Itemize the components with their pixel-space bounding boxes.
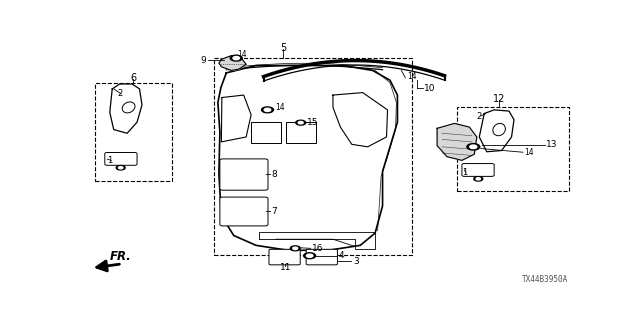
Circle shape (118, 167, 123, 169)
Text: 16: 16 (312, 244, 324, 253)
Circle shape (304, 253, 316, 259)
FancyBboxPatch shape (462, 164, 494, 176)
FancyBboxPatch shape (105, 153, 137, 165)
Ellipse shape (493, 124, 506, 136)
Circle shape (476, 178, 481, 180)
Text: 6: 6 (130, 73, 136, 83)
Bar (95, 83, 172, 181)
Circle shape (264, 108, 271, 111)
Text: 1: 1 (108, 156, 113, 165)
Text: 14: 14 (524, 148, 534, 157)
Circle shape (262, 107, 273, 113)
Bar (457, 108, 568, 191)
Polygon shape (437, 124, 477, 160)
Text: 1: 1 (462, 168, 467, 177)
Text: 11: 11 (280, 263, 291, 272)
Circle shape (233, 57, 239, 60)
Text: 4: 4 (339, 251, 344, 260)
Text: 2: 2 (117, 89, 122, 98)
Circle shape (296, 120, 306, 125)
Bar (251, 122, 281, 143)
Text: 10: 10 (424, 84, 435, 93)
Bar (214, 58, 412, 255)
Polygon shape (219, 56, 246, 70)
FancyBboxPatch shape (269, 249, 300, 265)
Text: 9: 9 (201, 56, 207, 65)
FancyBboxPatch shape (306, 249, 337, 265)
Ellipse shape (122, 102, 135, 113)
Text: 13: 13 (547, 140, 557, 149)
Text: 7: 7 (271, 207, 276, 216)
Text: 12: 12 (493, 94, 506, 104)
Text: FR.: FR. (110, 250, 131, 263)
Text: 8: 8 (271, 170, 276, 179)
Text: 14: 14 (408, 72, 417, 81)
Text: 2: 2 (477, 111, 482, 121)
Circle shape (291, 246, 300, 251)
Circle shape (116, 165, 125, 170)
Circle shape (292, 247, 298, 250)
Text: 15: 15 (307, 118, 319, 127)
FancyBboxPatch shape (220, 197, 268, 226)
Circle shape (467, 144, 480, 150)
Circle shape (298, 121, 303, 124)
Bar (286, 122, 316, 143)
Text: 14: 14 (275, 103, 285, 112)
Text: TX44B3950A: TX44B3950A (522, 275, 568, 284)
Circle shape (474, 177, 483, 181)
FancyBboxPatch shape (220, 159, 268, 190)
Circle shape (307, 254, 313, 257)
Circle shape (470, 145, 477, 148)
Text: 5: 5 (280, 43, 287, 53)
Circle shape (230, 55, 242, 61)
Text: 3: 3 (353, 257, 358, 266)
Text: 14: 14 (237, 50, 246, 59)
